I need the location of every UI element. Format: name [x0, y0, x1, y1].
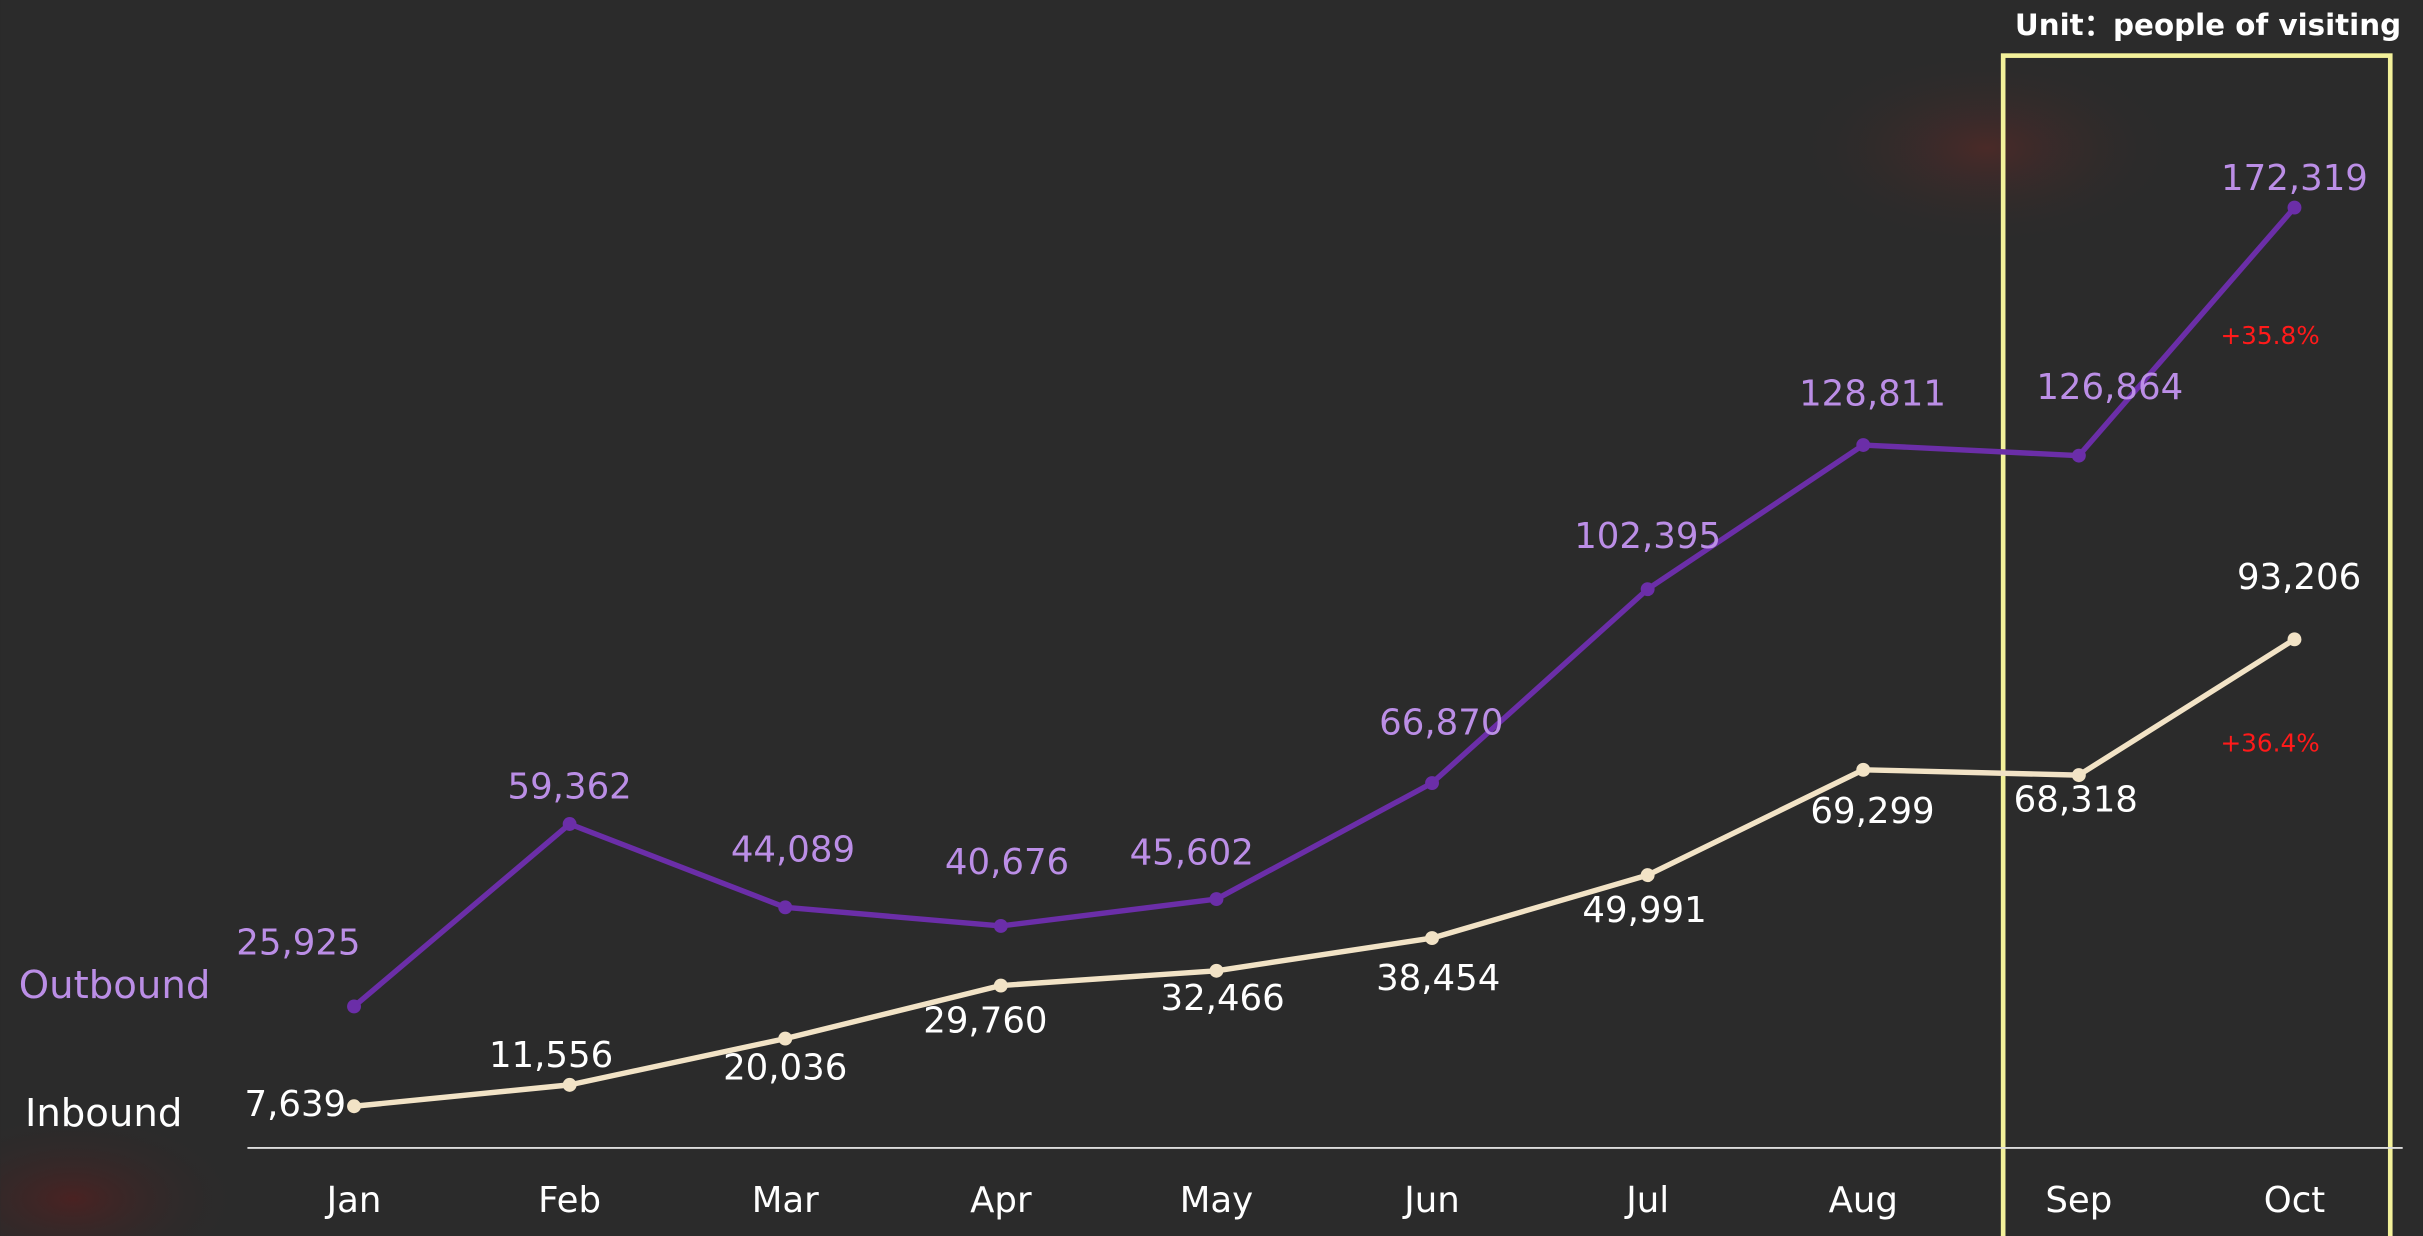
data-point — [1640, 868, 1655, 883]
data-point — [1425, 931, 1440, 946]
data-point — [2287, 632, 2302, 647]
highlight-box — [2000, 53, 2393, 1236]
data-label: 40,676 — [945, 842, 1069, 883]
data-label: 11,556 — [489, 1035, 613, 1076]
data-label: 68,318 — [2014, 779, 2138, 820]
data-point — [993, 919, 1008, 933]
data-label: 32,466 — [1160, 978, 1284, 1019]
data-label: 126,864 — [2036, 367, 2183, 408]
data-point — [2071, 448, 2086, 463]
data-label: 20,036 — [723, 1047, 847, 1088]
data-label: 93,206 — [2237, 557, 2361, 598]
data-point — [778, 900, 793, 915]
data-label: 172,319 — [2221, 158, 2368, 199]
x-tick-label: Feb — [538, 1180, 601, 1221]
data-label: 7,639 — [244, 1084, 346, 1125]
change-label: +35.8% — [2220, 321, 2319, 350]
data-label: 66,870 — [1379, 702, 1503, 743]
series-label: Outbound — [19, 963, 211, 1008]
x-tick-label: Apr — [970, 1180, 1032, 1221]
data-label: 69,299 — [1810, 791, 1934, 832]
data-label: 25,925 — [236, 923, 360, 964]
data-point — [993, 978, 1008, 993]
data-label: 128,811 — [1799, 374, 1946, 415]
data-point — [347, 1099, 361, 1114]
unit-note: Unit：people of visiting — [2015, 8, 2401, 42]
data-point — [2071, 768, 2086, 783]
data-point — [1856, 762, 1871, 777]
data-label: 59,362 — [507, 766, 631, 807]
data-label: 45,602 — [1130, 832, 1254, 873]
data-point — [347, 999, 361, 1014]
data-label: 49,991 — [1582, 890, 1706, 931]
data-label: 29,760 — [923, 1001, 1047, 1042]
x-tick-label: Mar — [752, 1180, 819, 1221]
data-point — [778, 1031, 793, 1046]
x-tick-label: Oct — [2264, 1180, 2325, 1221]
data-point — [1209, 892, 1224, 907]
x-tick-label: May — [1180, 1180, 1253, 1221]
x-tick-label: Jan — [325, 1180, 382, 1221]
data-point — [1425, 776, 1440, 790]
x-tick-label: Jun — [1402, 1180, 1460, 1221]
x-tick-label: Sep — [2045, 1180, 2112, 1221]
data-point — [2287, 200, 2302, 215]
x-tick-label: Jul — [1624, 1180, 1669, 1221]
data-label: 38,454 — [1376, 958, 1500, 999]
change-label: +36.4% — [2220, 729, 2319, 758]
data-label: 44,089 — [731, 830, 855, 871]
series-line — [352, 205, 2297, 1009]
data-label: 102,395 — [1574, 516, 1721, 557]
x-tick-label: Aug — [1829, 1180, 1898, 1221]
series-label: Inbound — [25, 1091, 182, 1136]
data-point — [1640, 582, 1655, 597]
series-line — [353, 637, 2296, 1109]
data-point — [1856, 438, 1871, 452]
data-point — [1209, 963, 1224, 978]
data-point — [562, 817, 577, 831]
data-point — [562, 1077, 577, 1092]
